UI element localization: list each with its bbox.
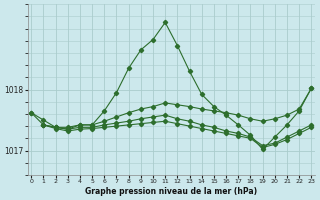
X-axis label: Graphe pression niveau de la mer (hPa): Graphe pression niveau de la mer (hPa): [85, 187, 257, 196]
